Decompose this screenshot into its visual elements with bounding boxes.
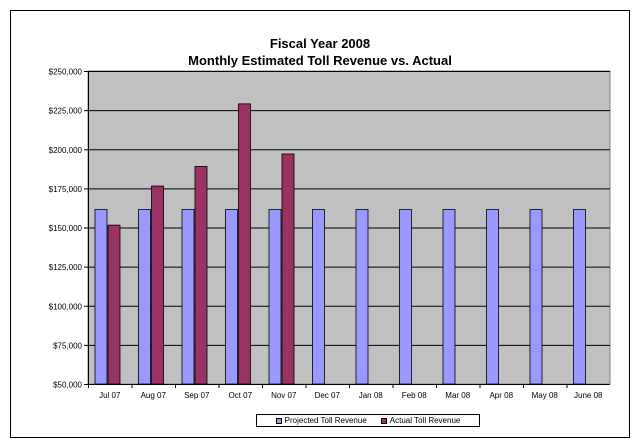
bar-projected <box>486 209 499 385</box>
x-tick-label: Oct 07 <box>228 391 252 400</box>
chart-subtitle: Monthly Estimated Toll Revenue vs. Actua… <box>188 53 452 68</box>
y-tick-label: $100,000 <box>49 302 83 311</box>
bar-actual <box>281 153 295 385</box>
x-tick-label: Sep 07 <box>184 391 210 400</box>
legend-item-actual: Actual Toll Revenue <box>380 416 461 425</box>
x-tick-label: Apr 08 <box>489 391 513 400</box>
legend-swatch-actual <box>380 417 387 424</box>
bar-projected <box>529 209 543 385</box>
y-tick-label: $225,000 <box>49 107 83 116</box>
bar-projected <box>399 209 412 385</box>
y-tick-label: $125,000 <box>49 263 83 272</box>
legend-label-actual: Actual Toll Revenue <box>389 416 461 425</box>
y-tick-label: $75,000 <box>53 341 82 350</box>
bar-projected <box>355 209 369 385</box>
x-tick-label: Nov 07 <box>271 391 297 400</box>
x-tick-label: Dec 07 <box>315 391 341 400</box>
x-tick-label: Aug 07 <box>141 391 167 400</box>
bar-actual <box>238 103 251 385</box>
bar-projected <box>442 209 456 385</box>
bar-actual <box>107 224 121 385</box>
chart-legend: Projected Toll Revenue Actual Toll Reven… <box>256 414 480 427</box>
bar-projected <box>268 209 282 385</box>
x-tick-label: June 08 <box>574 391 603 400</box>
bar-projected <box>225 209 238 385</box>
legend-swatch-projected <box>275 417 282 424</box>
bar-projected <box>181 209 195 385</box>
x-tick-label: Feb 08 <box>402 391 427 400</box>
y-tick-label: $50,000 <box>53 381 82 390</box>
x-tick-label: May 08 <box>532 391 559 400</box>
bar-actual <box>151 185 164 385</box>
y-tick-label: $175,000 <box>49 185 83 194</box>
y-tick-label: $150,000 <box>49 224 83 233</box>
x-tick-label: Jan 08 <box>359 391 384 400</box>
bar-projected <box>573 209 586 385</box>
x-tick-label: Jul 07 <box>99 391 121 400</box>
y-tick-label: $200,000 <box>49 146 83 155</box>
bar-projected <box>312 209 325 385</box>
legend-label-projected: Projected Toll Revenue <box>284 416 367 425</box>
legend-item-projected: Projected Toll Revenue <box>275 416 367 425</box>
chart-title: Fiscal Year 2008 <box>269 36 371 51</box>
bar-projected <box>138 209 151 385</box>
x-tick-label: Mar 08 <box>445 391 470 400</box>
y-tick-label: $250,000 <box>49 68 83 77</box>
bar-projected <box>94 209 108 385</box>
bar-actual <box>194 166 208 385</box>
